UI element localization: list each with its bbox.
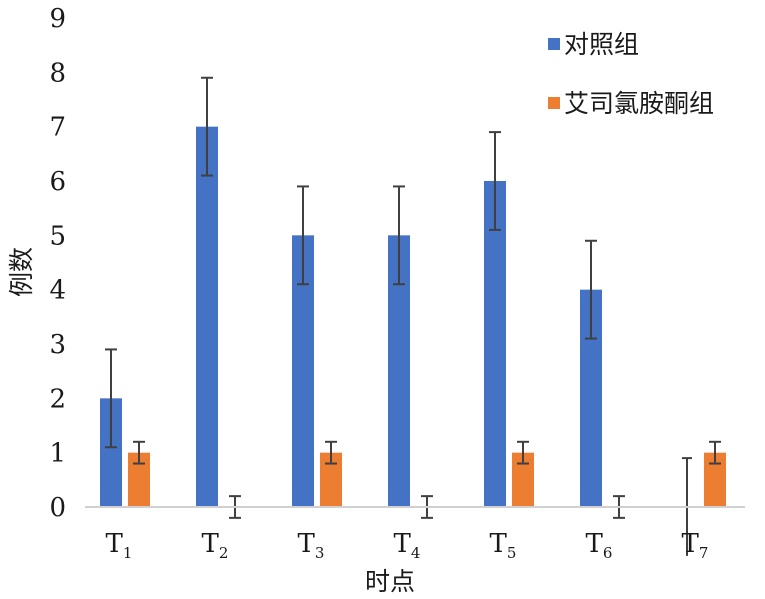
error-bar <box>489 131 501 231</box>
x-tick-label: T5 <box>490 529 517 562</box>
x-tick-label: T7 <box>682 529 709 562</box>
bar <box>388 235 410 508</box>
bar <box>196 126 218 508</box>
bar <box>292 235 314 508</box>
y-tick-label: 2 <box>49 384 66 414</box>
y-tick-label: 1 <box>49 439 66 469</box>
error-bar <box>325 440 337 465</box>
error-bar <box>585 239 597 340</box>
y-axis-ticks: 0 1 2 3 4 5 6 7 8 9 <box>49 4 66 523</box>
legend-label-esketamine: 艾司氯胺酮组 <box>564 89 714 118</box>
y-tick-label: 7 <box>49 113 66 143</box>
error-bar <box>133 440 145 465</box>
error-bar <box>105 348 117 449</box>
bar <box>704 452 726 507</box>
error-bar <box>201 76 213 177</box>
y-tick-label: 0 <box>49 493 66 523</box>
bar <box>128 452 150 507</box>
x-tick-label: T6 <box>586 529 613 562</box>
y-tick-label: 5 <box>49 221 66 251</box>
y-axis-title: 例数 <box>7 247 36 297</box>
bar <box>512 452 534 507</box>
x-tick-label: T2 <box>202 529 229 562</box>
error-bar <box>393 185 405 286</box>
error-bar <box>709 440 721 465</box>
y-tick-label: 6 <box>49 167 66 197</box>
x-tick-label: T1 <box>106 529 133 562</box>
x-tick-label: T4 <box>394 529 421 562</box>
y-tick-label: 8 <box>49 58 66 88</box>
legend-label-control: 对照组 <box>564 30 639 59</box>
legend-swatch-control <box>548 38 560 50</box>
bars <box>100 126 726 508</box>
x-axis-categories: T1 T2 T3 T4 T5 T6 T7 <box>106 529 709 562</box>
x-axis-title: 时点 <box>365 567 415 596</box>
bar <box>100 398 122 507</box>
bar <box>580 289 602 507</box>
error-bar <box>297 185 309 286</box>
error-bar <box>517 440 529 465</box>
y-tick-label: 4 <box>49 276 66 306</box>
x-tick-label: T3 <box>298 529 325 562</box>
legend: 对照组 艾司氯胺酮组 <box>548 30 714 118</box>
y-tick-label: 3 <box>49 330 66 360</box>
y-tick-label: 9 <box>49 4 66 34</box>
bar <box>320 452 342 507</box>
legend-swatch-esketamine <box>548 97 560 109</box>
bar <box>484 181 506 507</box>
